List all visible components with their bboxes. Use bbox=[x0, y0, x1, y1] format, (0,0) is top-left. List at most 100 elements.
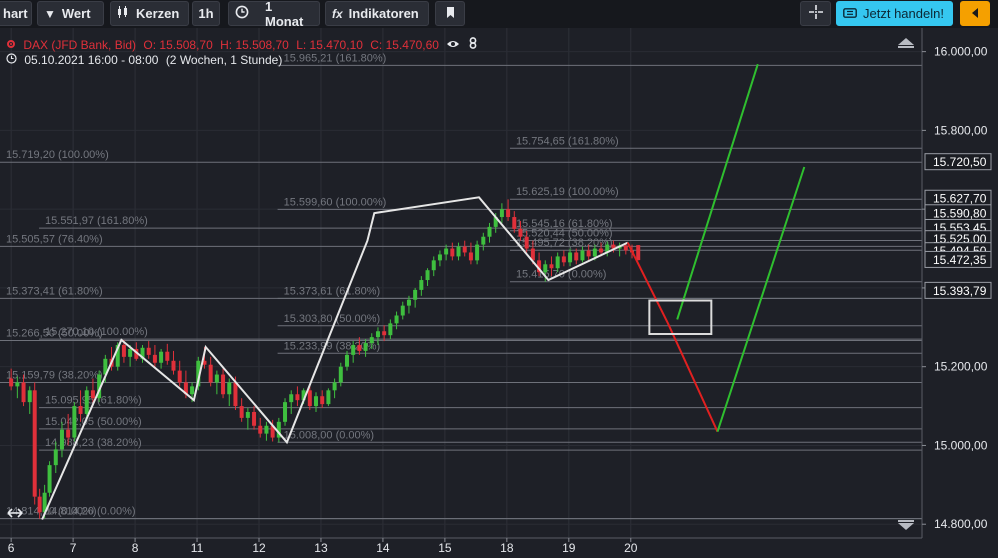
price-chart[interactable]: 15.965,21 (161.80%) 15.754,65 (161.80%) 15… bbox=[0, 28, 998, 558]
candle-body bbox=[363, 343, 368, 351]
value-dropdown[interactable]: ▼ Wert bbox=[37, 1, 104, 26]
candle-body bbox=[456, 246, 461, 257]
candle bbox=[121, 339, 126, 363]
fib-level-label: 15.233,99 (38.20%) bbox=[284, 340, 381, 352]
candle bbox=[221, 368, 226, 399]
candle bbox=[332, 378, 337, 399]
fib-level-label: 15.373,41 (61.80%) bbox=[6, 285, 103, 297]
projection-up-line-2[interactable] bbox=[716, 166, 806, 433]
x-tick-label: 6 bbox=[8, 541, 15, 555]
fib-level-label: 15.551,97 (161.80%) bbox=[45, 215, 148, 227]
candle-body bbox=[437, 254, 442, 261]
trade-now-button[interactable]: Jetzt handeln! bbox=[836, 1, 953, 26]
candle-body bbox=[90, 390, 95, 399]
fib-level-label: 15.159,79 (38.20%) bbox=[6, 370, 103, 382]
candle-body bbox=[543, 264, 548, 273]
candle bbox=[276, 417, 281, 443]
chart-toolbar: hart ▼ Wert Kerzen 1h 1 Monat fx Indikat… bbox=[0, 0, 998, 29]
candle-body bbox=[574, 252, 579, 261]
candle-body bbox=[320, 396, 325, 405]
candle-body bbox=[580, 250, 585, 261]
price-tag-label: 15.590,80 bbox=[933, 206, 987, 220]
instrument-name: DAX (JFD Bank, Bid) bbox=[23, 38, 137, 52]
candles-button[interactable]: Kerzen bbox=[110, 1, 189, 26]
settings-icon[interactable] bbox=[6, 38, 16, 52]
indicators-button[interactable]: fx Indikatoren bbox=[325, 1, 429, 26]
projection-up-line[interactable] bbox=[676, 63, 759, 320]
candle-body bbox=[561, 256, 566, 263]
candle-body bbox=[599, 248, 604, 253]
range-button[interactable]: 1 Monat bbox=[228, 0, 320, 29]
candle-body bbox=[351, 345, 356, 355]
candle-body bbox=[518, 228, 523, 237]
period-range: 05.10.2021 16:00 - 08:00 bbox=[24, 53, 159, 67]
y-tick-label: 16.000,00 bbox=[934, 45, 988, 59]
candle bbox=[245, 408, 250, 430]
candle bbox=[444, 244, 449, 261]
candle bbox=[66, 413, 71, 446]
candle-body bbox=[42, 492, 47, 513]
candle-body bbox=[549, 264, 554, 269]
candle-body bbox=[140, 347, 145, 359]
interval-button[interactable]: 1h bbox=[192, 1, 220, 26]
candle bbox=[462, 240, 467, 257]
price-tag: 15.627,70 bbox=[924, 189, 992, 207]
candle-body bbox=[462, 246, 467, 253]
price-tag-label: 15.720,50 bbox=[933, 155, 987, 169]
time-axis: 6 7 8 11 12 13 14 15 18 19 20 bbox=[8, 538, 638, 555]
x-tick-label: 19 bbox=[562, 541, 576, 555]
crosshair-button[interactable] bbox=[800, 1, 831, 26]
scroll-down-icon[interactable] bbox=[898, 520, 914, 530]
candle bbox=[326, 388, 331, 407]
price-tag: 15.472,35 bbox=[924, 250, 992, 268]
candle-body bbox=[134, 348, 139, 359]
candle bbox=[159, 348, 164, 369]
candle-body bbox=[555, 256, 560, 269]
chart-background bbox=[0, 28, 998, 558]
candle-body bbox=[177, 370, 182, 383]
target-zone-box[interactable] bbox=[648, 299, 713, 335]
candle-body bbox=[493, 217, 498, 227]
eye-icon[interactable] bbox=[446, 38, 463, 52]
candle-body bbox=[190, 386, 195, 395]
chart-type-dropdown[interactable]: hart bbox=[0, 1, 32, 26]
candle-body bbox=[450, 248, 455, 257]
caret-left-icon bbox=[971, 6, 979, 21]
candles-label: Kerzen bbox=[136, 6, 180, 21]
candle-body bbox=[537, 260, 542, 273]
candle-body bbox=[512, 217, 517, 229]
candle bbox=[146, 341, 151, 359]
scroll-up-icon[interactable] bbox=[898, 38, 914, 48]
panel-toggle-button[interactable] bbox=[960, 1, 990, 26]
candle-body bbox=[47, 465, 52, 493]
candle-body bbox=[444, 248, 449, 255]
link-icon[interactable] bbox=[468, 37, 478, 52]
x-tick-label: 20 bbox=[624, 541, 638, 555]
drawing-overlays[interactable] bbox=[41, 63, 806, 520]
candle bbox=[84, 386, 89, 418]
x-tick-label: 11 bbox=[191, 541, 204, 555]
candle bbox=[623, 242, 628, 255]
candle-body bbox=[425, 270, 430, 281]
fib-level-label: 15.042,05 (50.00%) bbox=[45, 416, 142, 428]
x-tick-label: 7 bbox=[70, 541, 77, 555]
candle bbox=[357, 337, 362, 355]
candle-body bbox=[394, 315, 399, 324]
resize-horizontal-icon[interactable] bbox=[7, 508, 23, 518]
candle bbox=[165, 343, 170, 365]
bookmark-button[interactable] bbox=[435, 1, 465, 26]
candle bbox=[537, 252, 542, 277]
price-tag-box bbox=[924, 281, 992, 299]
candle-body bbox=[530, 248, 535, 261]
candle-body bbox=[37, 496, 42, 513]
candle bbox=[140, 345, 145, 363]
candle-body bbox=[314, 396, 319, 407]
candle bbox=[555, 252, 560, 273]
candle-body bbox=[406, 299, 411, 306]
elliott-wave-line[interactable] bbox=[41, 196, 629, 520]
candle-body bbox=[208, 364, 213, 383]
candle bbox=[543, 260, 548, 282]
candle bbox=[499, 203, 504, 223]
fib-level-label: 15.505,57 (76.40%) bbox=[6, 233, 103, 245]
projection-down-line[interactable] bbox=[626, 242, 719, 433]
